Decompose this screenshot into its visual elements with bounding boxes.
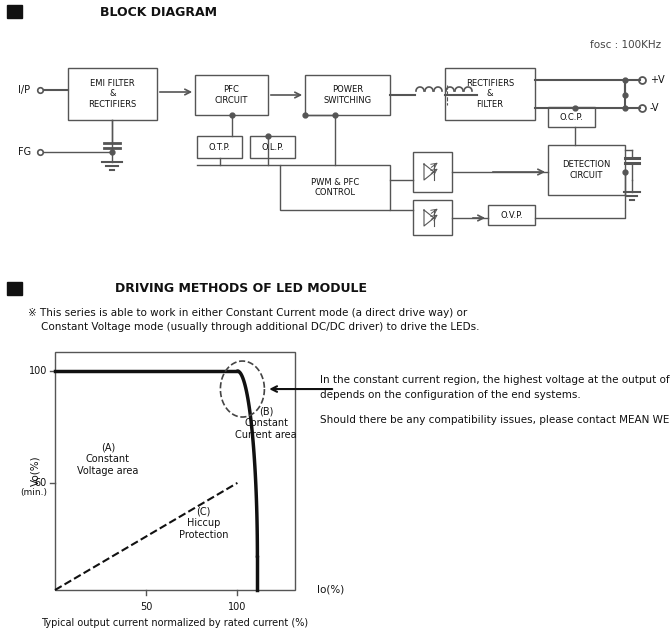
Text: I/P: I/P: [18, 85, 30, 95]
Text: (min.): (min.): [20, 488, 47, 498]
Text: 100: 100: [228, 602, 247, 612]
Bar: [280, 165, 390, 210]
Bar: [197, 136, 242, 158]
Text: O.T.P.: O.T.P.: [208, 143, 230, 152]
Text: PFC
CIRCUIT: PFC CIRCUIT: [215, 86, 248, 105]
Text: Vo(%): Vo(%): [30, 456, 40, 486]
Text: -V: -V: [650, 103, 659, 113]
Text: BLOCK DIAGRAM: BLOCK DIAGRAM: [100, 6, 217, 18]
Text: (C)
Hiccup
Protection: (C) Hiccup Protection: [179, 507, 228, 540]
Text: Io(%): Io(%): [317, 585, 344, 595]
Text: Constant Voltage mode (usually through additional DC/DC driver) to drive the LED: Constant Voltage mode (usually through a…: [28, 322, 480, 332]
Text: Typical output current normalized by rated current (%): Typical output current normalized by rat…: [42, 618, 309, 628]
Bar: [548, 107, 595, 127]
Text: PWM & PFC
CONTROL: PWM & PFC CONTROL: [311, 178, 359, 197]
Text: ※ This series is able to work in either Constant Current mode (a direct drive wa: ※ This series is able to work in either …: [28, 308, 467, 318]
Bar: [305, 75, 390, 115]
Bar: [413, 200, 452, 235]
Text: fosc : 100KHz: fosc : 100KHz: [590, 40, 661, 50]
Text: DETECTION
CIRCUIT: DETECTION CIRCUIT: [562, 160, 610, 179]
Text: (A)
Constant
Voltage area: (A) Constant Voltage area: [77, 443, 139, 476]
Bar: [7, 282, 22, 295]
Bar: [7, 5, 22, 18]
Text: +V: +V: [650, 75, 665, 85]
Text: O.L.P.: O.L.P.: [261, 143, 284, 152]
Bar: [488, 205, 535, 225]
Text: In the constant current region, the highest voltage at the output of the driver: In the constant current region, the high…: [320, 375, 670, 385]
Text: DRIVING METHODS OF LED MODULE: DRIVING METHODS OF LED MODULE: [115, 281, 367, 295]
Text: EMI FILTER
&
RECTIFIERS: EMI FILTER & RECTIFIERS: [88, 79, 137, 109]
Bar: [250, 136, 295, 158]
Text: depends on the configuration of the end systems.: depends on the configuration of the end …: [320, 390, 581, 400]
Bar: [195, 75, 268, 115]
Bar: [413, 152, 452, 192]
Text: Should there be any compatibility issues, please contact MEAN WELL.: Should there be any compatibility issues…: [320, 415, 670, 425]
Text: POWER
SWITCHING: POWER SWITCHING: [324, 86, 372, 105]
Text: 50: 50: [140, 602, 152, 612]
Bar: [548, 145, 625, 195]
Text: O.C.P.: O.C.P.: [559, 112, 584, 122]
Text: RECTIFIERS
&
FILTER: RECTIFIERS & FILTER: [466, 79, 514, 109]
Text: (B)
Constant
Current area: (B) Constant Current area: [235, 407, 297, 440]
Bar: [68, 68, 157, 120]
Bar: [55, 352, 295, 590]
Text: O.V.P.: O.V.P.: [500, 210, 523, 219]
Text: 60: 60: [35, 478, 47, 488]
Text: 100: 100: [29, 366, 47, 376]
Bar: [445, 68, 535, 120]
Text: FG: FG: [18, 147, 31, 157]
